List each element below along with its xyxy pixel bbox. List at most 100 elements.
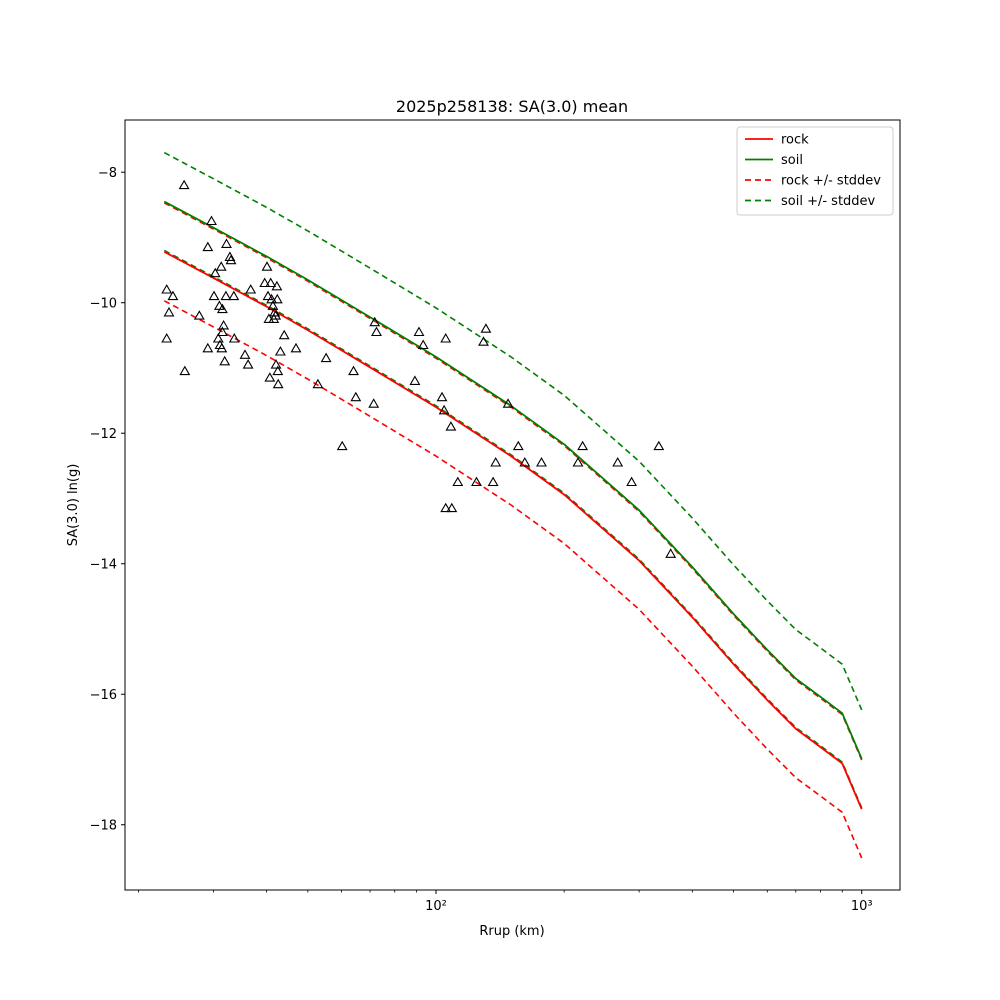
observation-point xyxy=(179,365,191,376)
x-tick-label: 10² xyxy=(425,899,447,914)
observation-point xyxy=(267,300,279,310)
observation-point xyxy=(536,456,547,467)
observation-point xyxy=(409,375,421,385)
observation-point xyxy=(490,456,502,467)
legend-label: soil xyxy=(781,153,803,168)
observation-point xyxy=(228,290,240,301)
observation-point xyxy=(653,440,665,451)
observation-point xyxy=(242,359,254,369)
observation-point xyxy=(265,277,277,288)
observation-point xyxy=(216,326,228,337)
series-line-rock-lower xyxy=(163,300,863,859)
observation-point xyxy=(278,329,290,340)
observation-point xyxy=(270,359,282,369)
legend: rock soil rock +/- stddev soil +/- stddev xyxy=(736,126,894,216)
observation-point xyxy=(218,319,230,330)
y-axis-label: SA(3.0) ln(g) xyxy=(66,464,81,547)
observation-point xyxy=(290,342,302,353)
observation-point xyxy=(228,332,240,343)
observation-point xyxy=(221,238,232,248)
observation-point xyxy=(163,306,175,317)
observation-point xyxy=(320,352,332,363)
observation-point xyxy=(262,290,274,301)
observation-point xyxy=(202,342,214,353)
plot-area: −8 −10 −12 −14 −16 −18 10² 10³ xyxy=(90,151,873,914)
observation-point xyxy=(348,365,359,376)
observation-point xyxy=(480,323,492,333)
observation-point xyxy=(440,332,452,343)
y-tick-label: −14 xyxy=(90,558,117,573)
observation-point xyxy=(312,378,324,389)
x-tick-label: 10³ xyxy=(851,899,873,914)
observation-point xyxy=(261,261,273,271)
observation-point xyxy=(272,378,284,389)
legend-label: rock xyxy=(781,133,809,148)
y-tick-label: −8 xyxy=(98,166,117,181)
observation-point xyxy=(206,215,217,226)
observation-point xyxy=(369,316,381,327)
observation-point xyxy=(336,440,348,451)
x-axis-label: Rrup (km) xyxy=(479,924,544,939)
series-line-rock-upper xyxy=(163,202,863,761)
observation-point xyxy=(368,398,380,408)
observation-point xyxy=(259,277,271,288)
observation-point xyxy=(239,349,251,359)
y-tick-label: −12 xyxy=(90,427,117,442)
observation-point xyxy=(572,456,584,467)
observation-point xyxy=(626,476,638,487)
observation-point xyxy=(271,293,283,304)
observation-point xyxy=(445,421,457,431)
observation-point xyxy=(209,267,221,278)
observation-point xyxy=(161,332,173,343)
observation-point xyxy=(202,241,214,252)
observation-point xyxy=(471,476,482,487)
observation-point xyxy=(438,404,450,415)
observation-point xyxy=(245,284,257,294)
series-line-soil-mean xyxy=(163,200,863,760)
observation-point xyxy=(271,280,283,291)
observation-point xyxy=(225,254,237,265)
axes-frame xyxy=(124,119,901,891)
observation-point xyxy=(269,306,281,317)
series-line-soil-upper xyxy=(163,151,863,711)
observation-point xyxy=(413,326,425,337)
observation-point xyxy=(264,372,276,382)
y-tick-label: −16 xyxy=(90,688,117,703)
observation-point xyxy=(193,310,205,320)
legend-label: rock +/- stddev xyxy=(781,174,881,189)
observation-point xyxy=(452,476,464,487)
observation-point xyxy=(612,456,624,467)
y-tick-label: −10 xyxy=(90,297,117,312)
observation-point xyxy=(446,502,458,513)
observation-point xyxy=(440,502,452,513)
observation-point xyxy=(519,456,531,467)
observation-point xyxy=(665,548,677,558)
observation-point xyxy=(216,303,228,314)
observation-point xyxy=(208,290,220,301)
observation-point xyxy=(178,179,190,190)
observation-point xyxy=(350,391,362,402)
series-line-rock-mean xyxy=(163,251,863,810)
observation-point xyxy=(161,284,173,294)
observation-point xyxy=(371,326,382,337)
observation-point xyxy=(487,476,499,487)
legend-box xyxy=(736,126,894,216)
observation-point xyxy=(502,398,514,408)
series-line-soil-lower xyxy=(163,249,863,809)
legend-label: soil +/- stddev xyxy=(781,194,876,209)
observation-point xyxy=(436,391,448,402)
observation-point xyxy=(219,355,231,366)
observation-point xyxy=(478,336,489,346)
observation-point xyxy=(270,310,282,320)
observation-point xyxy=(577,440,589,451)
y-tick-label: −18 xyxy=(90,819,117,834)
observation-point xyxy=(215,261,227,271)
observation-point xyxy=(216,342,228,353)
observation-point xyxy=(272,365,284,376)
observation-point xyxy=(274,346,286,356)
observation-point xyxy=(212,332,224,343)
observation-point xyxy=(224,251,236,261)
observation-point xyxy=(167,290,179,301)
chart-title: 2025p258138: SA(3.0) mean xyxy=(396,97,628,116)
